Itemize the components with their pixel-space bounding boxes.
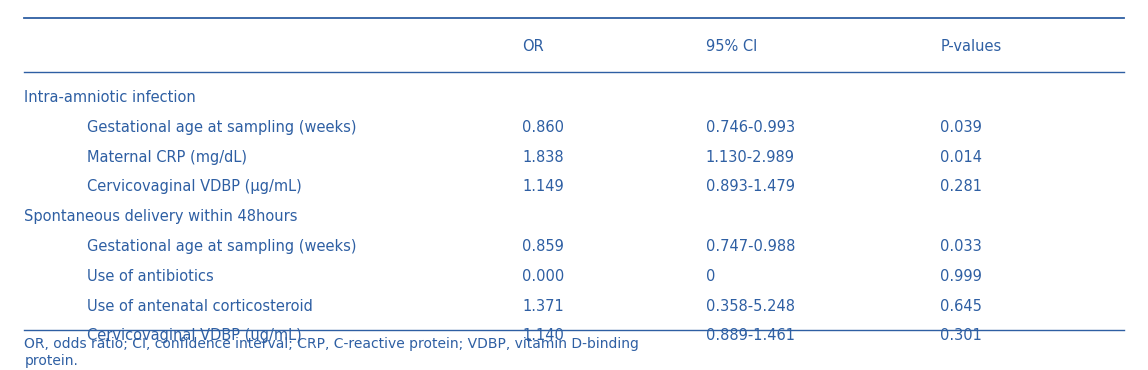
Text: Cervicovaginal VDBP (ug/mL): Cervicovaginal VDBP (ug/mL) (87, 328, 302, 343)
Text: Maternal CRP (mg/dL): Maternal CRP (mg/dL) (87, 149, 247, 165)
Text: protein.: protein. (24, 354, 78, 368)
Text: 0: 0 (706, 269, 715, 284)
Text: 0.860: 0.860 (522, 120, 565, 135)
Text: 1.371: 1.371 (522, 299, 564, 313)
Text: 0.281: 0.281 (940, 179, 983, 194)
Text: 0.999: 0.999 (940, 269, 983, 284)
Text: 1.838: 1.838 (522, 149, 564, 165)
Text: 0.014: 0.014 (940, 149, 983, 165)
Text: 1.130-2.989: 1.130-2.989 (706, 149, 794, 165)
Text: P-values: P-values (940, 39, 1002, 54)
Text: 0.301: 0.301 (940, 328, 983, 343)
Text: 0.746-0.993: 0.746-0.993 (706, 120, 794, 135)
Text: Use of antibiotics: Use of antibiotics (87, 269, 214, 284)
Text: 0.358-5.248: 0.358-5.248 (706, 299, 794, 313)
Text: 0.000: 0.000 (522, 269, 565, 284)
Text: 0.645: 0.645 (940, 299, 983, 313)
Text: 0.747-0.988: 0.747-0.988 (706, 239, 796, 254)
Text: 0.039: 0.039 (940, 120, 983, 135)
Text: Gestational age at sampling (weeks): Gestational age at sampling (weeks) (87, 120, 357, 135)
Text: 0.889-1.461: 0.889-1.461 (706, 328, 794, 343)
Text: OR, odds ratio; CI, confidence interval; CRP, C-reactive protein; VDBP, vitamin : OR, odds ratio; CI, confidence interval;… (24, 337, 639, 351)
Text: Intra-amniotic infection: Intra-amniotic infection (24, 90, 196, 105)
Text: Cervicovaginal VDBP (μg/mL): Cervicovaginal VDBP (μg/mL) (87, 179, 302, 194)
Text: Use of antenatal corticosteroid: Use of antenatal corticosteroid (87, 299, 313, 313)
Text: 0.033: 0.033 (940, 239, 983, 254)
Text: 0.893-1.479: 0.893-1.479 (706, 179, 794, 194)
Text: Spontaneous delivery within 48hours: Spontaneous delivery within 48hours (24, 209, 297, 224)
Text: 1.149: 1.149 (522, 179, 564, 194)
Text: 95% CI: 95% CI (706, 39, 757, 54)
Text: OR: OR (522, 39, 544, 54)
Text: Gestational age at sampling (weeks): Gestational age at sampling (weeks) (87, 239, 357, 254)
Text: 0.859: 0.859 (522, 239, 565, 254)
Text: 1.140: 1.140 (522, 328, 565, 343)
